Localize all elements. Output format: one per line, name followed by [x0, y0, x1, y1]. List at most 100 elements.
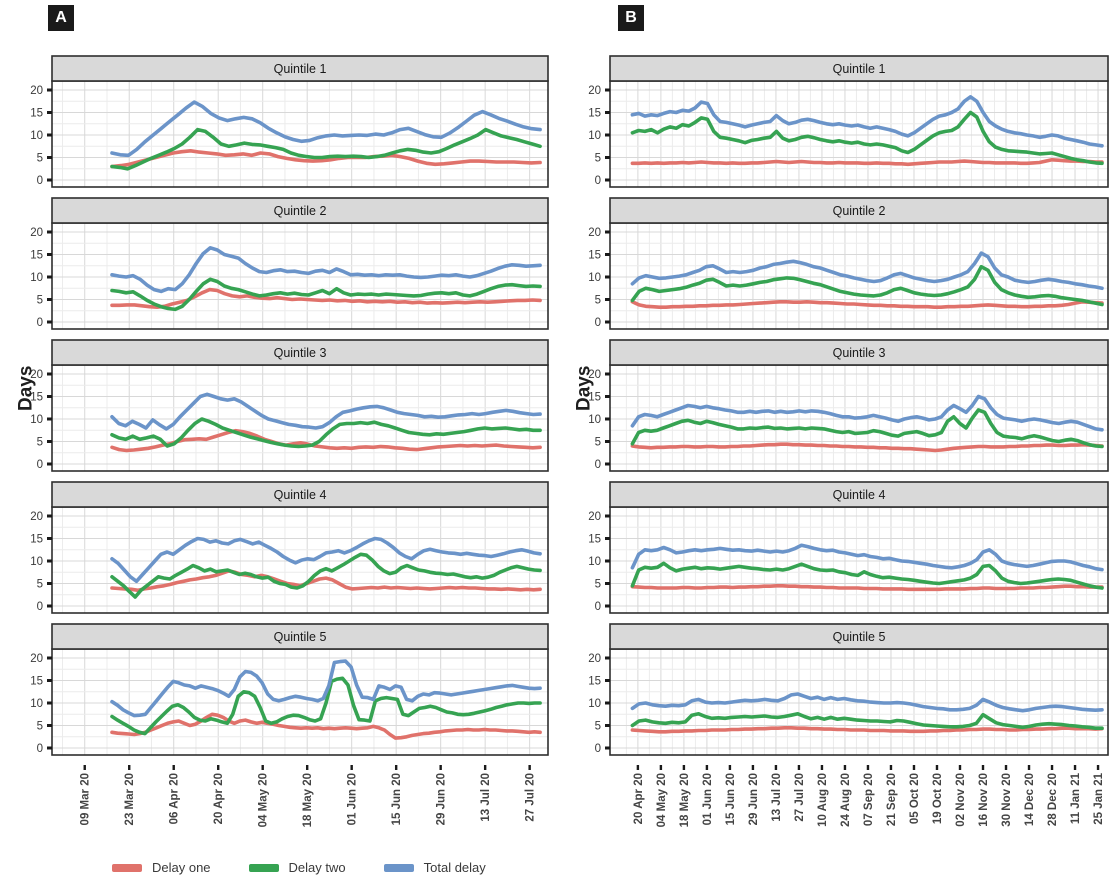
y-tick-label: 0: [37, 743, 43, 755]
x-tick-label: 11 Jan 21: [1070, 772, 1082, 824]
y-tick-label: 20: [30, 369, 43, 381]
x-tick-label: 04 May 20: [656, 773, 668, 827]
x-tick-label: 23 Mar 20: [124, 773, 136, 825]
y-tick-label: 20: [30, 653, 43, 665]
y-tick-label: 15: [588, 108, 601, 120]
y-tick-label: 10: [588, 272, 601, 284]
y-axis-label: Days: [15, 365, 37, 411]
facet-chart-quintile-4-b: Quintile 4 0 5 10 15 20: [588, 481, 1109, 614]
y-tick-label: 5: [595, 579, 601, 591]
facet-title: Quintile 4: [274, 488, 327, 502]
y-tick-label: 15: [588, 676, 601, 688]
y-tick-label: 10: [30, 130, 43, 142]
series-line-total-delay: [110, 245, 542, 294]
y-tick-label: 5: [37, 437, 43, 449]
y-tick-label: 0: [37, 601, 43, 613]
y-tick-label: 0: [595, 317, 601, 329]
series-line-delay-two: [630, 408, 1104, 449]
series-line-delay-two: [110, 676, 542, 736]
facet-strip: [51, 55, 549, 82]
facet-strip: [609, 623, 1109, 650]
y-tick-label: 20: [588, 227, 601, 239]
x-tick-label: 24 Aug 20: [840, 773, 852, 827]
facet-chart-quintile-3-a: Quintile 3 0 5 10 15 20: [30, 339, 549, 472]
y-tick-label: 15: [30, 392, 43, 404]
y-tick-label: 10: [30, 698, 43, 710]
y-axis-label: Days: [573, 365, 595, 411]
series-line-delay-one: [110, 287, 542, 309]
facet-chart-quintile-1-b: Quintile 1 0 5 10 15 20: [588, 55, 1109, 188]
facet-strip: [609, 339, 1109, 366]
series-line-delay-one: [110, 712, 542, 740]
y-tick-label: 20: [30, 511, 43, 523]
facet-chart-quintile-1-a: Quintile 1 0 5 10 15 20: [30, 55, 549, 188]
total-delay-swatch-icon: [383, 863, 414, 872]
y-tick-label: 0: [37, 175, 43, 187]
legend-item-total-delay: Total delay: [383, 860, 486, 875]
x-tick-label: 27 Jul 20: [525, 773, 537, 822]
x-tick-label: 06 Apr 20: [169, 773, 181, 824]
series-line-delay-two: [110, 277, 542, 312]
facet-title: Quintile 1: [274, 62, 327, 76]
series-line-delay-two: [630, 712, 1104, 730]
y-tick-label: 0: [595, 175, 601, 187]
panel-b: Quintile 1 0 5 10 15 20 Quintile 2 0 5 10 15 20 Quin…: [558, 55, 1111, 845]
legend-item-delay-two: Delay two: [248, 860, 346, 875]
y-tick-label: 20: [588, 511, 601, 523]
y-tick-label: 15: [30, 676, 43, 688]
series-line-delay-one: [110, 569, 542, 593]
x-tick-label: 04 May 20: [258, 773, 270, 827]
facet-title: Quintile 2: [274, 204, 327, 218]
y-tick-label: 0: [595, 601, 601, 613]
facet-strip: [51, 197, 549, 224]
series-line-delay-one: [630, 584, 1104, 592]
panel-b-label: B: [618, 5, 644, 31]
y-tick-label: 10: [588, 130, 601, 142]
x-tick-label: 14 Dec 20: [1024, 773, 1036, 826]
series-line-delay-one: [630, 442, 1104, 453]
series-line-delay-two: [110, 552, 542, 599]
series-line-delay-two: [110, 417, 542, 449]
y-tick-label: 5: [37, 721, 43, 733]
series-line-delay-one: [630, 726, 1104, 734]
x-tick-label: 29 Jun 20: [748, 773, 760, 825]
x-tick-label: 01 Jun 20: [347, 773, 359, 825]
y-tick-label: 0: [595, 459, 601, 471]
x-tick-label: 13 Jul 20: [771, 773, 783, 822]
panel-a-facets: Quintile 1 0 5 10 15 20 Quintile 2 0 5 10 15 20 Quin…: [0, 55, 550, 845]
facet-title: Quintile 3: [274, 346, 327, 360]
legend: Delay one Delay two Total delay: [112, 860, 486, 875]
legend-label: Delay one: [152, 860, 211, 875]
series-line-total-delay: [630, 543, 1104, 572]
y-tick-label: 10: [588, 414, 601, 426]
delay-one-swatch-icon: [112, 863, 142, 872]
y-tick-label: 15: [588, 534, 601, 546]
x-tick-label: 30 Nov 20: [1001, 773, 1013, 827]
y-tick-label: 20: [30, 227, 43, 239]
x-axis-a: 09 Mar 20 23 Mar 20 06 Apr 20 20 Apr 20 04 M…: [80, 765, 537, 827]
x-tick-label: 27 Jul 20: [794, 773, 806, 822]
series-line-delay-one: [110, 149, 542, 169]
y-tick-label: 0: [595, 743, 601, 755]
facet-title: Quintile 1: [833, 62, 886, 76]
panel-a: Quintile 1 0 5 10 15 20 Quintile 2 0 5 10 15 20 Quin…: [0, 55, 550, 845]
x-tick-label: 16 Nov 20: [978, 773, 990, 827]
y-tick-label: 10: [30, 556, 43, 568]
y-tick-label: 15: [30, 250, 43, 262]
y-tick-label: 10: [588, 556, 601, 568]
legend-label: Total delay: [423, 860, 486, 875]
y-tick-label: 20: [588, 369, 601, 381]
x-tick-label: 02 Nov 20: [955, 773, 967, 827]
x-tick-label: 18 May 20: [302, 773, 314, 827]
facet-strip: [609, 481, 1109, 508]
series-line-total-delay: [110, 536, 542, 584]
y-tick-label: 20: [588, 85, 601, 97]
facet-chart-quintile-5-b: Quintile 5 0 5 10 15 20: [588, 623, 1109, 756]
y-tick-label: 10: [30, 272, 43, 284]
y-tick-label: 15: [588, 250, 601, 262]
y-tick-label: 15: [588, 392, 601, 404]
facet-title: Quintile 3: [833, 346, 886, 360]
y-tick-label: 15: [30, 534, 43, 546]
series-line-total-delay: [630, 251, 1104, 291]
